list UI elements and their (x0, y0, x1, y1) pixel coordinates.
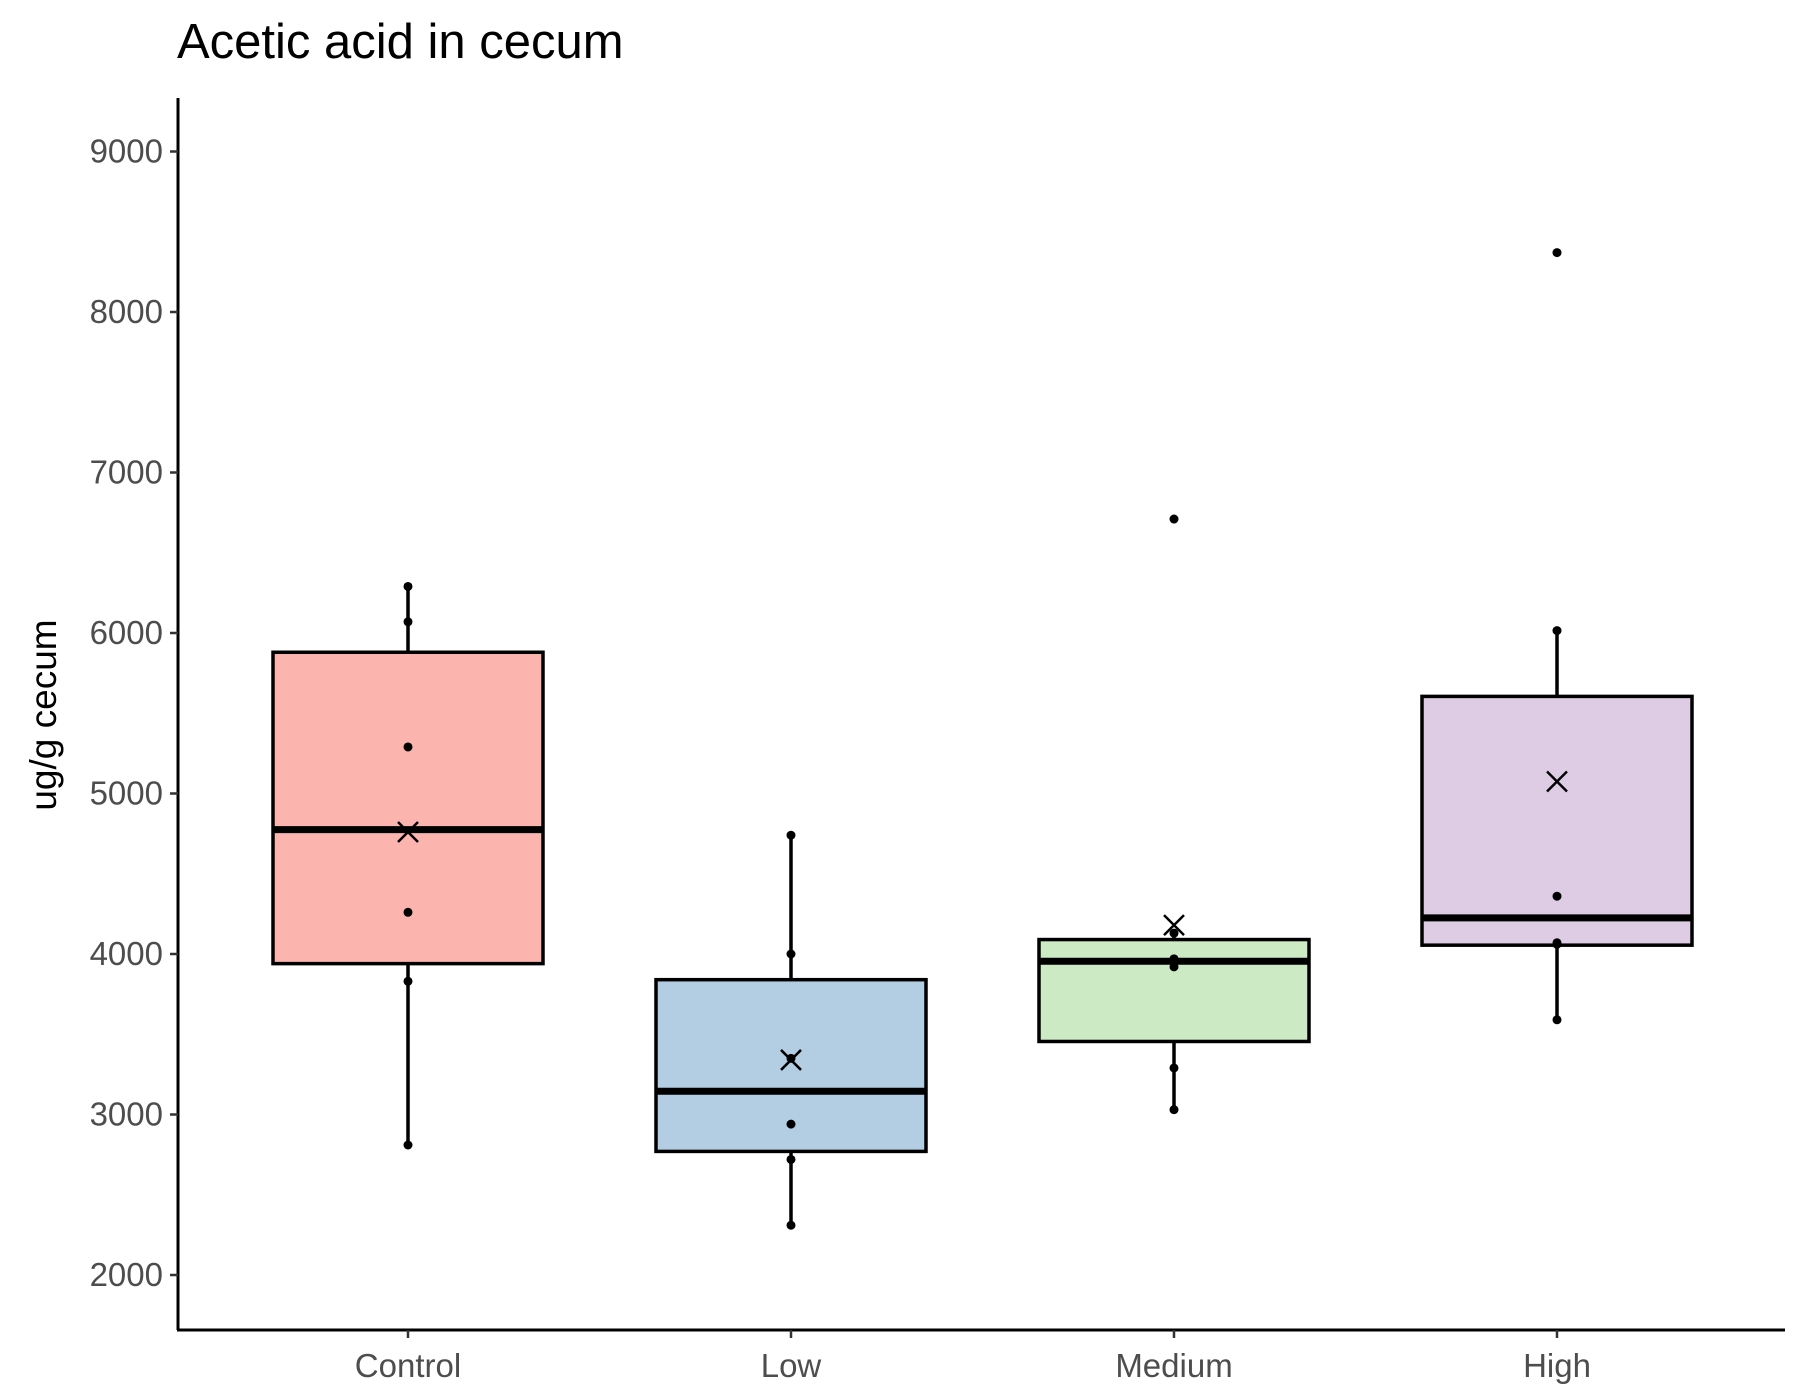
x-tick-label: Control (355, 1347, 461, 1384)
data-point (1169, 928, 1179, 938)
data-point (1169, 954, 1179, 964)
data-point (786, 1154, 796, 1164)
data-point (403, 581, 413, 591)
y-tick-label: 2000 (90, 1256, 163, 1293)
box-group-control (271, 581, 545, 1150)
box-body (271, 650, 545, 966)
box-body (1420, 694, 1694, 947)
data-point (1169, 1105, 1179, 1115)
x-tick-label: Medium (1115, 1347, 1232, 1384)
box-group-low (654, 830, 928, 1230)
y-tick-label: 8000 (90, 293, 163, 330)
mean-marker (1163, 914, 1185, 936)
y-tick-label: 6000 (90, 614, 163, 651)
data-point (403, 976, 413, 986)
data-point (403, 907, 413, 917)
data-point (1552, 1015, 1562, 1025)
x-tick-label: Low (761, 1347, 822, 1384)
data-point (1552, 891, 1562, 901)
box-group-medium (1037, 514, 1311, 1115)
data-point (786, 1119, 796, 1129)
mean-marker (1546, 770, 1568, 793)
data-point (1552, 938, 1562, 948)
y-tick-label: 5000 (90, 775, 163, 812)
data-point (403, 1140, 413, 1150)
chart-title: Acetic acid in cecum (177, 15, 624, 69)
mean-marker (397, 821, 419, 843)
y-axis-title: ug/g cecum (23, 619, 64, 810)
y-tick-label: 9000 (90, 133, 163, 170)
data-point (786, 949, 796, 959)
mean-marker (780, 1049, 802, 1071)
data-point (1169, 962, 1179, 972)
box-group-high (1420, 248, 1694, 1025)
data-point (1169, 514, 1179, 524)
data-point (1169, 1063, 1179, 1073)
data-point (1552, 626, 1562, 636)
data-point (403, 742, 413, 752)
x-tick-label: High (1523, 1347, 1591, 1384)
data-point (403, 617, 413, 627)
data-point (786, 1220, 796, 1230)
data-point (786, 830, 796, 840)
data-point (1552, 248, 1562, 258)
y-tick-label: 7000 (90, 454, 163, 491)
y-tick-label: 4000 (90, 935, 163, 972)
y-tick-label: 3000 (90, 1096, 163, 1133)
